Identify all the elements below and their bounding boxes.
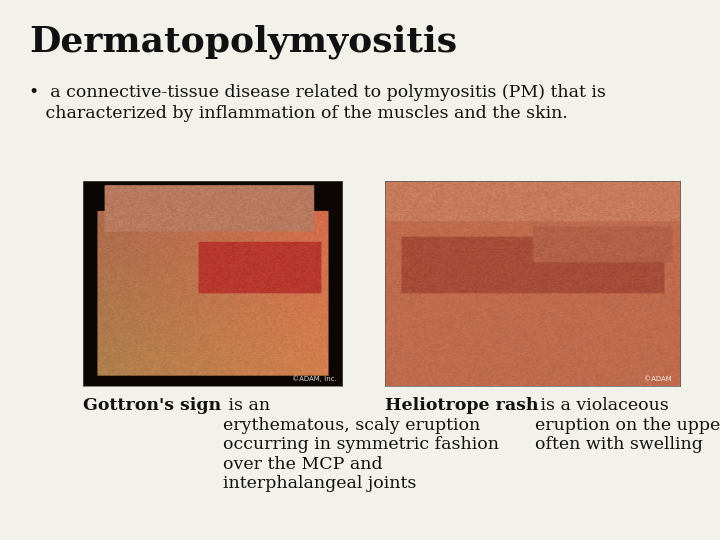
Text: Gottron's sign: Gottron's sign: [83, 397, 221, 414]
Text: is an
erythematous, scaly eruption
occurring in symmetric fashion
over the MCP a: is an erythematous, scaly eruption occur…: [222, 397, 499, 492]
Text: ©ADAM, Inc.: ©ADAM, Inc.: [292, 375, 337, 382]
Text: Heliotrope rash: Heliotrope rash: [385, 397, 539, 414]
Text: is a violaceous
eruption on the upper eyelids,
often with swelling: is a violaceous eruption on the upper ey…: [535, 397, 720, 453]
Text: ©ADAM: ©ADAM: [644, 376, 672, 382]
Text: Dermatopolymyositis: Dermatopolymyositis: [29, 24, 457, 59]
Text: characterized by inflammation of the muscles and the skin.: characterized by inflammation of the mus…: [29, 105, 567, 122]
Text: •  a connective-tissue disease related to polymyositis (PM) that is: • a connective-tissue disease related to…: [29, 84, 606, 100]
